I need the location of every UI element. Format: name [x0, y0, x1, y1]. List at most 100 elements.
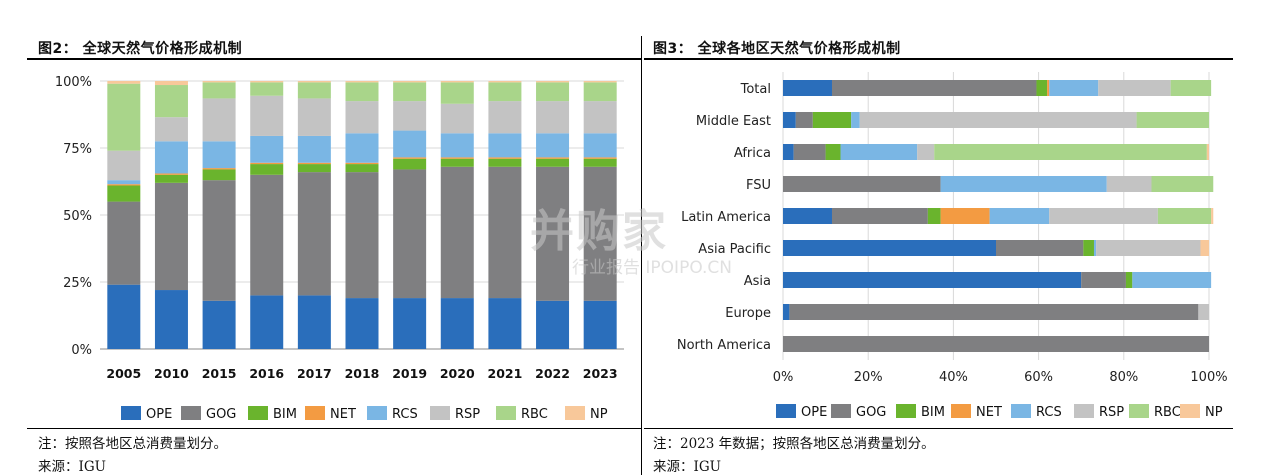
y-category-label: Asia: [744, 274, 771, 289]
bar-segment-ope-latin-america: [783, 208, 832, 224]
x-tick-label: 2010: [154, 366, 189, 381]
bar-segment-rsp-fsu: [1106, 176, 1152, 192]
bar-segment-rbc-2018: [345, 82, 379, 102]
legend-label-rcs: RCS: [392, 407, 418, 422]
bar-segment-bim-2010: [154, 174, 188, 183]
bar-segment-rbc-2022: [536, 82, 570, 102]
bar-segment-ope-2019: [393, 298, 427, 349]
bar-segment-bim-asia: [1125, 272, 1133, 288]
legend-label-net: NET: [330, 407, 356, 422]
bar-segment-gog-middle-east: [795, 112, 813, 128]
legend-swatch-rsp: [430, 406, 450, 420]
bar-segment-net-2022: [536, 157, 570, 159]
y-category-label: Total: [740, 82, 771, 97]
bar-segment-rcs-2018: [345, 133, 379, 163]
bar-segment-rcs-2020: [440, 133, 474, 158]
legend-label-rbc: RBC: [1154, 405, 1181, 420]
legend-label-ope: OPE: [146, 407, 172, 422]
bar-segment-np-2005: [107, 81, 141, 84]
bar-segment-ope-2018: [345, 298, 379, 349]
bar-segment-gog-2021: [488, 166, 522, 299]
bar-segment-np-2016: [250, 81, 284, 83]
legend-swatch-ope: [776, 404, 796, 418]
bar-segment-rbc-fsu: [1151, 176, 1214, 192]
bar-segment-rbc-latin-america: [1157, 208, 1212, 224]
bar-segment-rsp-latin-america: [1049, 208, 1158, 224]
legend-label-ope: OPE: [801, 405, 827, 420]
x-tick-label: 2016: [249, 366, 284, 381]
bar-segment-gog-2020: [440, 166, 474, 299]
bar-segment-bim-2022: [536, 158, 570, 167]
y-category-label: Latin America: [681, 210, 771, 225]
bar-segment-ope-europe: [783, 304, 790, 320]
bar-segment-gog-2023: [583, 166, 617, 301]
y-tick-label: 75%: [63, 142, 92, 157]
bar-segment-rbc-2023: [583, 82, 617, 102]
bar-segment-rcs-latin-america: [989, 208, 1050, 224]
bar-segment-rsp-2023: [583, 101, 617, 134]
bar-segment-gog-asia-pacific: [996, 240, 1084, 256]
bar-segment-bim-2015: [202, 169, 236, 181]
bar-segment-ope-asia: [783, 272, 1082, 288]
bar-segment-net-total: [1047, 80, 1050, 96]
legend-swatch-rsp: [1074, 404, 1094, 418]
y-category-label: FSU: [746, 178, 771, 193]
bar-segment-np-2021: [488, 81, 522, 83]
bar-segment-rsp-2018: [345, 101, 379, 134]
bar-segment-gog-2017: [297, 172, 331, 296]
legend-label-bim: BIM: [921, 405, 945, 420]
left-source: 来源：IGU: [38, 459, 106, 475]
bar-segment-rsp-2010: [154, 117, 188, 142]
legend-label-net: NET: [976, 405, 1002, 420]
bar-segment-rsp-2017: [297, 98, 331, 136]
legend-label-gog: GOG: [206, 407, 236, 422]
bar-segment-net-2023: [583, 157, 617, 159]
bar-segment-bim-2016: [250, 164, 284, 175]
y-category-label: North America: [677, 338, 771, 353]
legend-label-gog: GOG: [856, 405, 886, 420]
y-tick-label: 0%: [71, 343, 92, 358]
legend-swatch-rcs: [1011, 404, 1031, 418]
bar-segment-gog-2005: [107, 201, 141, 285]
bar-segment-net-2018: [345, 162, 379, 165]
bar-segment-rsp-asia-pacific: [1096, 240, 1201, 256]
legend-swatch-rbc: [1129, 404, 1149, 418]
bar-segment-np-2015: [202, 81, 236, 83]
bar-segment-gog-latin-america: [831, 208, 928, 224]
bar-segment-ope-2021: [488, 298, 522, 349]
bar-segment-bim-middle-east: [812, 112, 852, 128]
legend-label-np: NP: [590, 407, 608, 422]
bar-segment-rbc-2020: [440, 82, 474, 104]
bar-segment-rsp-2021: [488, 101, 522, 134]
bar-segment-rcs-2021: [488, 133, 522, 158]
bar-segment-gog-2018: [345, 172, 379, 299]
y-tick-label: 100%: [55, 75, 92, 90]
bar-segment-ope-2016: [250, 295, 284, 349]
bar-segment-np-2017: [297, 81, 331, 83]
bar-segment-ope-2017: [297, 295, 331, 349]
bar-segment-gog-total: [831, 80, 1037, 96]
legend-label-bim: BIM: [273, 407, 297, 422]
bar-segment-net-2016: [250, 162, 284, 165]
right-bottom-rule: [644, 428, 1233, 429]
right-figure-panel: 图3： 全球各地区天然气价格形成机制 0% 20% 40% 60% 80% 100% Tot…: [644, 0, 1280, 475]
y-category-label: Asia Pacific: [698, 242, 771, 257]
bar-segment-rsp-africa: [917, 144, 935, 160]
bar-segment-rsp-2015: [202, 98, 236, 142]
bar-segment-ope-2022: [536, 300, 570, 349]
bar-segment-rsp-middle-east: [859, 112, 1137, 128]
left-note: 注：按照各地区总消费量划分。: [38, 436, 227, 452]
bar-segment-gog-north-america: [783, 336, 1209, 352]
x-tick-label: 2020: [440, 366, 475, 381]
legend-label-rsp: RSP: [455, 407, 480, 422]
y-category-label: Africa: [734, 146, 771, 161]
bar-segment-rsp-europe: [1198, 304, 1209, 320]
bar-segment-bim-2020: [440, 158, 474, 167]
bar-segment-np-2018: [345, 81, 379, 83]
legend-swatch-rbc: [496, 406, 516, 420]
bar-segment-ope-2020: [440, 298, 474, 349]
x-tick-label: 2022: [535, 366, 570, 381]
bar-segment-rbc-2016: [250, 82, 284, 96]
bar-segment-bim-latin-america: [927, 208, 941, 224]
bar-segment-np-2019: [393, 81, 427, 83]
